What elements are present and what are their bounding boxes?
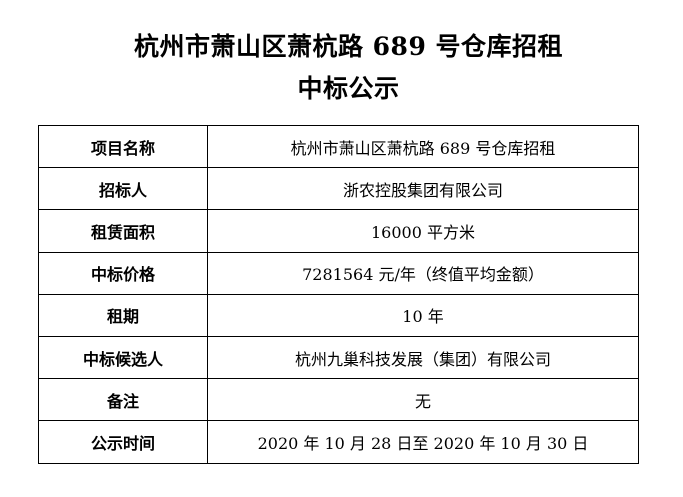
- table-row-winning-price: 中标价格 7281564 元/年（终值平均金额）: [38, 251, 639, 295]
- table-row-lease-term: 租期 10 年: [38, 293, 639, 337]
- table-row-lease-area: 租赁面积 16000 平方米: [38, 209, 639, 253]
- row-label: 租期: [38, 293, 208, 337]
- row-value: 杭州市萧山区萧杭路 689 号仓库招租: [207, 124, 639, 169]
- page-title: 杭州市萧山区萧杭路 689 号仓库招租 中标公示: [0, 26, 683, 110]
- table-row-project-name: 项目名称 杭州市萧山区萧杭路 689 号仓库招租: [38, 124, 639, 169]
- announcement-table: 项目名称 杭州市萧山区萧杭路 689 号仓库招租 招标人 浙农控股集团有限公司 …: [38, 124, 639, 464]
- row-value: 杭州九巢科技发展（集团）有限公司: [207, 335, 639, 380]
- row-label: 租赁面积: [38, 209, 208, 253]
- row-label: 招标人: [38, 167, 208, 211]
- announcement-table-body: 项目名称 杭州市萧山区萧杭路 689 号仓库招租 招标人 浙农控股集团有限公司 …: [38, 124, 639, 464]
- row-value: 2020 年 10 月 28 日至 2020 年 10 月 30 日: [207, 420, 639, 464]
- table-row-publicity-period: 公示时间 2020 年 10 月 28 日至 2020 年 10 月 30 日: [38, 420, 639, 464]
- row-label: 公示时间: [38, 420, 208, 464]
- table-row-remarks: 备注 无: [38, 378, 639, 422]
- table-row-winning-candidate: 中标候选人 杭州九巢科技发展（集团）有限公司: [38, 335, 639, 380]
- row-label: 项目名称: [38, 124, 208, 169]
- row-label: 中标候选人: [38, 335, 208, 380]
- row-value: 16000 平方米: [207, 209, 639, 253]
- row-value: 10 年: [207, 293, 639, 337]
- announcement-page: 杭州市萧山区萧杭路 689 号仓库招租 中标公示 项目名称 杭州市萧山区萧杭路 …: [0, 26, 683, 464]
- page-title-line-2: 中标公示: [297, 74, 400, 103]
- table-row-tenderer: 招标人 浙农控股集团有限公司: [38, 167, 639, 211]
- row-value: 无: [207, 378, 639, 422]
- page-title-line-1: 杭州市萧山区萧杭路 689 号仓库招租: [133, 32, 564, 61]
- row-value: 7281564 元/年（终值平均金额）: [207, 251, 639, 295]
- row-label: 中标价格: [38, 251, 208, 295]
- row-value: 浙农控股集团有限公司: [207, 167, 639, 211]
- row-label: 备注: [38, 378, 208, 422]
